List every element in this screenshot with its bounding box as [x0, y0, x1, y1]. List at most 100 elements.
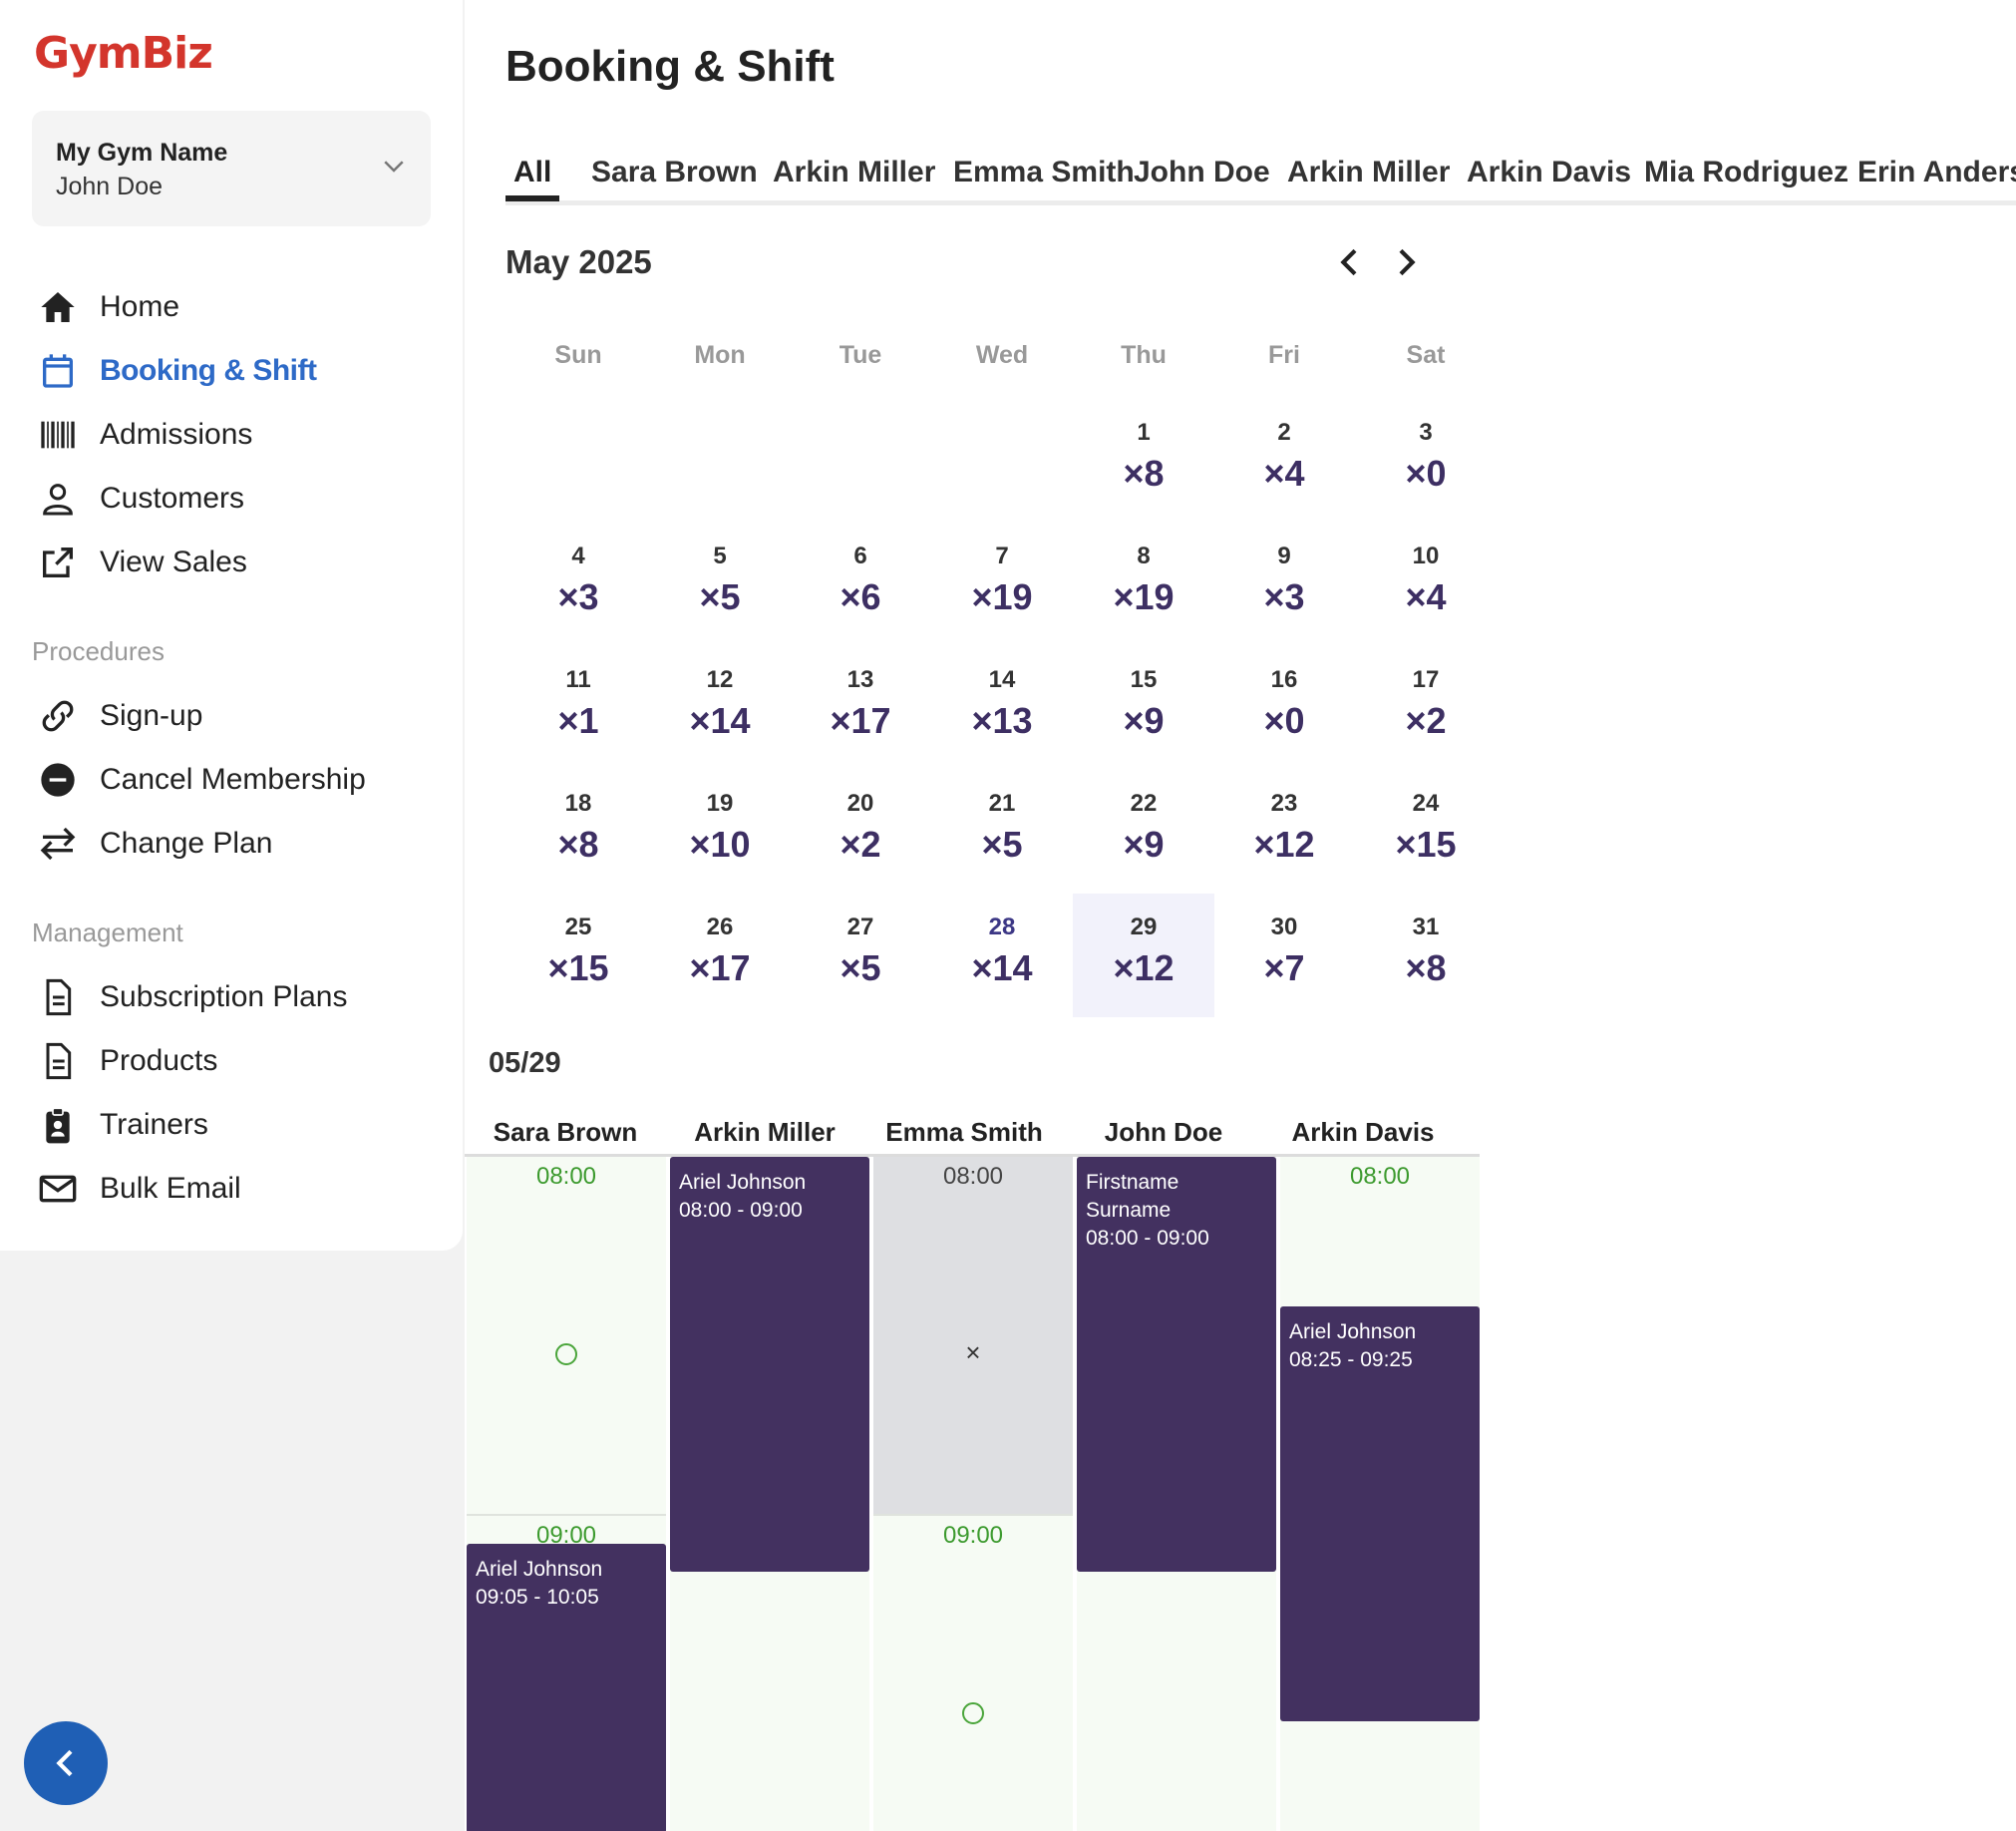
calendar-day[interactable]: 24 ×15: [1355, 770, 1497, 894]
calendar-day[interactable]: 22 ×9: [1073, 770, 1214, 894]
tab-trainer[interactable]: Arkin Davis: [1467, 156, 1632, 188]
calendar-day[interactable]: 13 ×17: [790, 646, 931, 770]
day-number: 5: [713, 543, 727, 569]
calendar-day[interactable]: 5 ×5: [649, 523, 791, 646]
mail-icon: [39, 1175, 77, 1203]
calendar-day-selected[interactable]: 29 ×12: [1073, 894, 1214, 1017]
sidebar-item-home[interactable]: Home: [38, 285, 179, 329]
booking-count: ×7: [1263, 947, 1305, 988]
booking-count: ×8: [1405, 947, 1447, 988]
day-number: 24: [1412, 790, 1440, 817]
gym-switcher[interactable]: My Gym Name John Doe: [32, 111, 431, 226]
sidebar-item-cancel-membership[interactable]: Cancel Membership: [38, 758, 366, 802]
booking-count: ×8: [1123, 453, 1165, 494]
day-number: 13: [846, 666, 874, 693]
chevron-right-icon[interactable]: [1386, 242, 1426, 282]
calendar-day[interactable]: 7 ×19: [931, 523, 1073, 646]
schedule-column-header: Arkin Davis: [1291, 1117, 1435, 1147]
sidebar-item-subscription-plans[interactable]: Subscription Plans: [38, 975, 347, 1019]
event-time: 09:05 - 10:05: [476, 1586, 599, 1609]
sidebar-item-change-plan[interactable]: Change Plan: [38, 822, 272, 866]
sidebar-item-products[interactable]: Products: [38, 1039, 217, 1083]
day-number: 21: [988, 790, 1016, 817]
sidebar-item-admissions[interactable]: Admissions: [38, 413, 252, 457]
booking-count: ×17: [830, 700, 891, 741]
hour-divider: [467, 1514, 666, 1516]
sidebar-item-label: Sign-up: [100, 699, 203, 732]
day-number: 2: [1277, 419, 1291, 446]
calendar-day[interactable]: 14 ×13: [931, 646, 1073, 770]
booking-event[interactable]: Ariel Johnson 08:25 - 09:25: [1280, 1306, 1480, 1721]
booking-event[interactable]: Ariel Johnson 08:00 - 09:00: [670, 1157, 869, 1572]
calendar-day[interactable]: 25 ×15: [507, 894, 649, 1017]
calendar-day[interactable]: 11 ×1: [507, 646, 649, 770]
calendar-day[interactable]: 1 ×8: [1073, 399, 1214, 523]
tab-trainer[interactable]: Arkin Miller: [1287, 156, 1451, 188]
day-number: 20: [846, 790, 874, 817]
sidebar-item-trainers[interactable]: Trainers: [38, 1103, 208, 1147]
calendar-day[interactable]: 4 ×3: [507, 523, 649, 646]
day-number: 15: [1130, 666, 1158, 693]
sidebar-item-view-sales[interactable]: View Sales: [38, 541, 247, 584]
calendar-day[interactable]: 9 ×3: [1213, 523, 1355, 646]
calendar-day[interactable]: 23 ×12: [1213, 770, 1355, 894]
booking-event[interactable]: Ariel Johnson 09:05 - 10:05: [467, 1544, 666, 1831]
booking-count: ×4: [1263, 453, 1305, 494]
calendar-day[interactable]: 26 ×17: [649, 894, 791, 1017]
booking-count: ×10: [689, 824, 751, 865]
selected-date-label: 05/29: [489, 1047, 561, 1079]
hour-divider: [873, 1514, 1073, 1516]
calendar-day[interactable]: 15 ×9: [1073, 646, 1214, 770]
booking-count: ×5: [840, 947, 881, 988]
calendar-day[interactable]: 20 ×2: [790, 770, 931, 894]
calendar-day[interactable]: 16 ×0: [1213, 646, 1355, 770]
sidebar-item-label: Change Plan: [100, 827, 273, 860]
calendar-day[interactable]: 8 ×19: [1073, 523, 1214, 646]
document-icon: [46, 1042, 72, 1080]
booking-count: ×12: [1253, 824, 1315, 865]
booking-event[interactable]: Firstname Surname 08:00 - 09:00: [1077, 1157, 1276, 1572]
available-circle-icon[interactable]: [555, 1343, 577, 1365]
tab-trainer[interactable]: Mia Rodriguez: [1644, 156, 1849, 188]
tab-trainer[interactable]: John Doe: [1134, 156, 1270, 188]
calendar-day[interactable]: 10 ×4: [1355, 523, 1497, 646]
day-number: 17: [1412, 666, 1440, 693]
schedule-column-header: Sara Brown: [493, 1117, 638, 1147]
sidebar-item-label: Cancel Membership: [100, 763, 366, 796]
calendar-day[interactable]: 2 ×4: [1213, 399, 1355, 523]
app-logo[interactable]: GymBiz: [34, 28, 213, 79]
sidebar-item-label: Products: [100, 1044, 218, 1077]
time-slot-label: 09:00: [942, 1522, 1004, 1549]
calendar-day[interactable]: 27 ×5: [790, 894, 931, 1017]
schedule-header-divider: [465, 1154, 1480, 1157]
sidebar-item-bulk-email[interactable]: Bulk Email: [38, 1167, 241, 1211]
calendar-day[interactable]: 3 ×0: [1355, 399, 1497, 523]
calendar-day[interactable]: 18 ×8: [507, 770, 649, 894]
day-number: 6: [853, 543, 867, 569]
calendar-day[interactable]: 6 ×6: [790, 523, 931, 646]
tab-all[interactable]: All: [505, 150, 560, 201]
tab-trainer[interactable]: Sara Brown: [591, 156, 758, 188]
calendar-day[interactable]: 17 ×2: [1355, 646, 1497, 770]
link-icon: [42, 700, 74, 732]
collapse-sidebar-button[interactable]: [24, 1721, 108, 1805]
sidebar-item-customers[interactable]: Customers: [38, 477, 244, 521]
event-customer: Firstname Surname: [1086, 1171, 1179, 1222]
calendar-day[interactable]: 31 ×8: [1355, 894, 1497, 1017]
booking-count: ×6: [840, 576, 881, 617]
chevron-left-icon[interactable]: [1330, 242, 1370, 282]
day-number: 27: [846, 914, 874, 940]
calendar-day[interactable]: 19 ×10: [649, 770, 791, 894]
calendar-day[interactable]: 12 ×14: [649, 646, 791, 770]
calendar-day[interactable]: 30 ×7: [1213, 894, 1355, 1017]
calendar-day-today[interactable]: 28 ×14: [931, 894, 1073, 1017]
tab-trainer[interactable]: Erin Anderson: [1857, 156, 2016, 188]
sidebar-item-booking[interactable]: Booking & Shift: [38, 349, 317, 393]
tab-trainer[interactable]: Arkin Miller: [773, 156, 936, 188]
day-number: 19: [706, 790, 734, 817]
available-circle-icon[interactable]: [962, 1702, 984, 1724]
calendar-day[interactable]: 21 ×5: [931, 770, 1073, 894]
booking-count: ×4: [1405, 576, 1447, 617]
sidebar-item-signup[interactable]: Sign-up: [38, 694, 202, 738]
tab-trainer[interactable]: Emma Smith: [953, 156, 1135, 188]
